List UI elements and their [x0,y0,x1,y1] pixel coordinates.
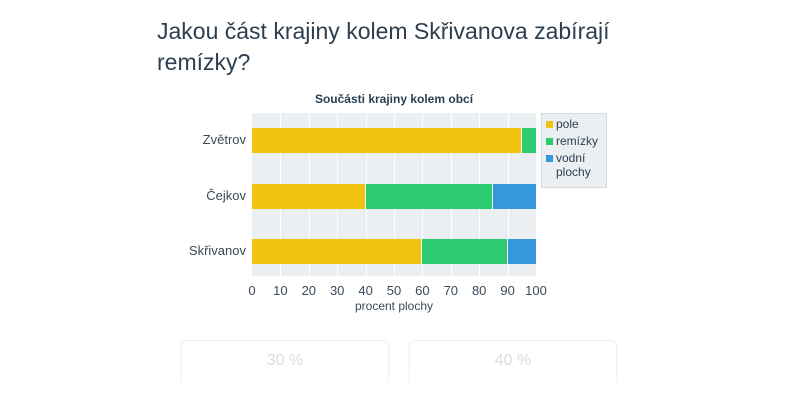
chart-title: Součásti krajiny kolem obcí [314,92,474,106]
bar-segment-pole [252,239,423,264]
x-tick-label: 40 [358,283,373,298]
x-tick-label: 30 [329,283,345,298]
bar-segment-vodní-plochy [493,184,536,209]
bar-segment-vodní-plochy [507,239,536,264]
x-tick-label: 90 [500,283,515,298]
bar-segment-remízky [521,128,536,153]
bar-čejkov [252,184,536,209]
x-tick-label: 50 [386,283,402,298]
legend-item: remízky [546,134,602,148]
bar-zvětrov [252,128,536,153]
x-tick-label: 0 [248,283,256,298]
bar-segment-pole [252,128,522,153]
x-tick-label: 70 [443,283,459,298]
x-tick-label: 60 [415,283,430,298]
bottom-fade [0,372,800,400]
question-title: Jakou část krajiny kolem Skřivanova zabí… [157,18,610,75]
legend-label: vodní plochy [556,151,591,179]
bar-segment-remízky [422,239,508,264]
y-category-label: Skřivanov [188,243,246,258]
x-axis-label: procent plochy [354,299,434,313]
y-category-label: Zvětrov [202,132,246,147]
y-category-label: Čejkov [206,188,246,203]
bar-segment-remízky [365,184,494,209]
bar-skřivanov [252,239,536,264]
x-tick-label: 20 [301,283,317,298]
legend-swatch-icon [546,155,553,162]
legend-item: vodní plochy [546,151,602,179]
legend-item: pole [546,117,602,131]
x-tick-label: 80 [471,283,487,298]
legend-label: remízky [556,134,598,148]
legend-swatch-icon [546,121,553,128]
legend-swatch-icon [546,138,553,145]
legend-label: pole [556,117,579,131]
chart-legend: pole remízky vodní plochy [541,113,607,188]
plot-area [252,113,536,276]
x-tick-label: 100 [525,283,547,298]
x-tick-label: 10 [273,283,288,298]
bar-segment-pole [252,184,366,209]
